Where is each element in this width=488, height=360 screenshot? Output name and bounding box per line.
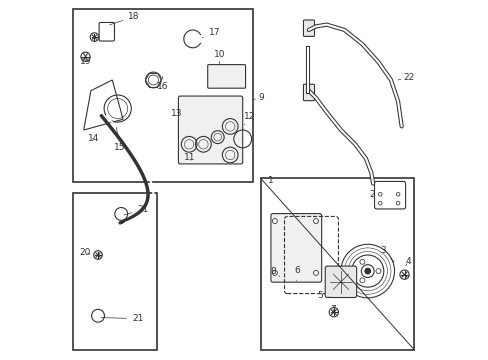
Text: 15: 15: [114, 127, 125, 152]
Bar: [73, 9, 253, 182]
Text: 3: 3: [380, 246, 393, 262]
Bar: [73, 193, 157, 350]
Text: 17: 17: [202, 28, 220, 38]
Text: 5: 5: [317, 291, 330, 300]
Circle shape: [359, 278, 364, 283]
Text: 14: 14: [88, 134, 99, 143]
Text: 20: 20: [80, 248, 91, 257]
Text: 2: 2: [369, 190, 374, 199]
Text: 18: 18: [109, 12, 140, 25]
Text: 21: 21: [123, 205, 148, 215]
Bar: [260, 178, 413, 350]
Text: 11: 11: [183, 153, 195, 162]
Text: 21: 21: [101, 314, 143, 323]
Text: 12: 12: [244, 112, 255, 125]
Text: 10: 10: [214, 50, 225, 64]
FancyBboxPatch shape: [303, 20, 314, 36]
Text: 8: 8: [270, 267, 279, 276]
FancyBboxPatch shape: [303, 84, 314, 101]
Text: 16: 16: [157, 76, 168, 91]
Text: 19: 19: [80, 57, 91, 66]
Text: 9: 9: [253, 93, 264, 102]
Text: 4: 4: [405, 257, 410, 266]
Text: 13: 13: [171, 109, 183, 118]
Text: 7: 7: [329, 305, 335, 314]
Text: 22: 22: [397, 73, 414, 82]
Text: 6: 6: [294, 266, 300, 281]
Circle shape: [359, 259, 364, 264]
Circle shape: [375, 269, 380, 274]
FancyBboxPatch shape: [325, 266, 356, 297]
FancyBboxPatch shape: [207, 64, 245, 88]
FancyBboxPatch shape: [270, 213, 321, 282]
Text: 1: 1: [268, 176, 274, 185]
FancyBboxPatch shape: [178, 96, 242, 164]
Circle shape: [364, 268, 370, 274]
